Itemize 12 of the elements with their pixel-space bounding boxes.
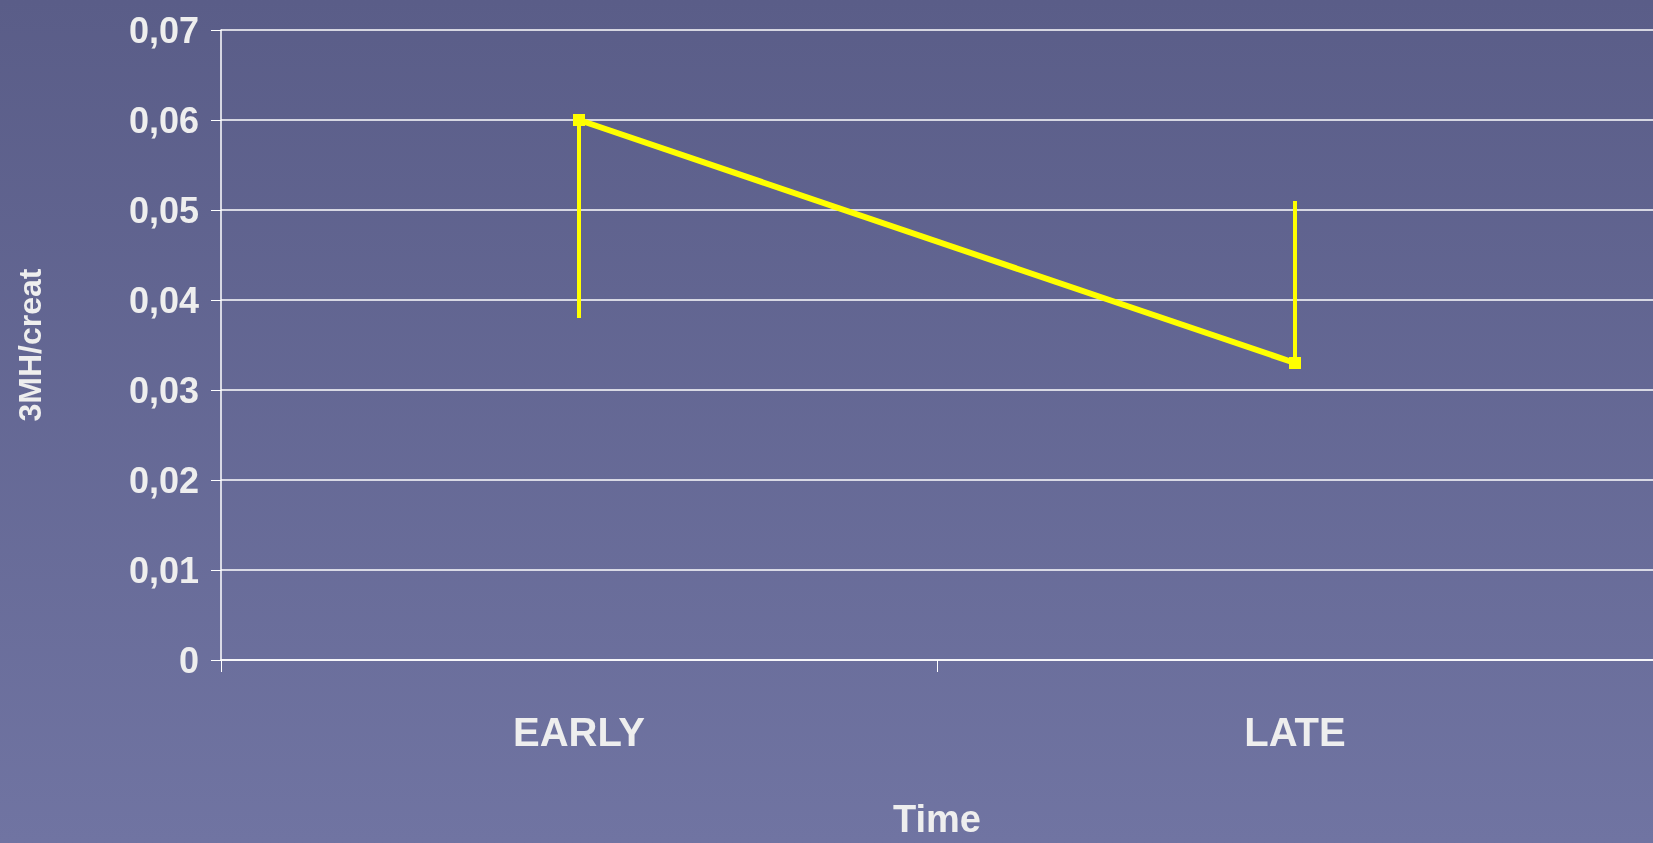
y-tick-label: 0,01 [128, 549, 199, 591]
y-tick-label: 0,04 [128, 279, 199, 321]
x-axis-title: Time [892, 798, 982, 840]
y-axis-title: 3MH/creat [12, 268, 48, 422]
y-tick-label: 0 [178, 639, 199, 681]
x-tick-label: EARLY [513, 710, 646, 754]
y-tick-label: 0,05 [128, 189, 199, 231]
y-tick-label: 0,03 [128, 369, 199, 411]
y-tick-label: 0,06 [128, 99, 199, 141]
y-tick-label: 0,02 [128, 459, 199, 501]
x-tick-label: LATE [1244, 710, 1346, 754]
y-tick-label: 0,07 [128, 9, 199, 51]
